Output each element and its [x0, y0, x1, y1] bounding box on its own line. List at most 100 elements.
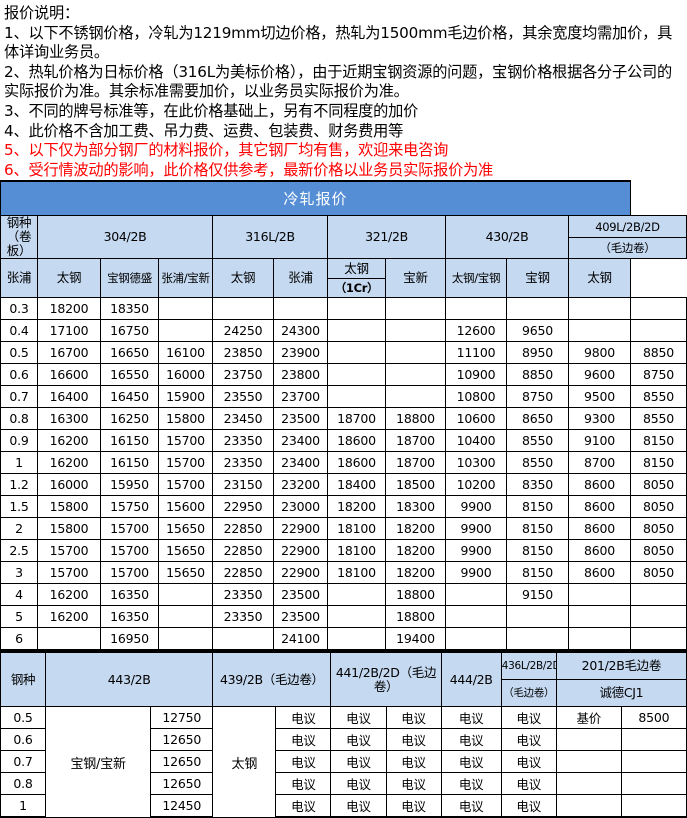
- table-row: 2 15800 15700 15650 22850 22900 18100 18200 9900…: [0, 517, 687, 541]
- price-cell: 8850: [506, 363, 569, 387]
- price-cell: 18500: [385, 473, 446, 497]
- price-cell: 12450: [150, 794, 214, 818]
- table-row: 0.7 16400 16450 15900 23550 23700 10800 8750 950…: [0, 385, 687, 409]
- price-cell: 12650: [150, 728, 214, 752]
- price-cell: 15700: [37, 539, 101, 563]
- header-gauge-label-2: 钢种: [0, 651, 47, 708]
- notes-title: 报价说明：: [4, 4, 79, 22]
- price-cell: [445, 583, 507, 607]
- price-cell: 24100: [273, 627, 328, 652]
- price-cell: [555, 728, 622, 752]
- price-cell: 15700: [100, 517, 159, 541]
- cold-mill-header-row: 张浦 太钢 宝钢德盛 张浦/宝新 太钢 张浦 太钢 （1Cr） 宝新 太钢/宝钢…: [0, 258, 687, 299]
- price-cell: 23800: [273, 363, 328, 387]
- price-cell: 9100: [567, 429, 632, 453]
- price-cell: 8700: [567, 451, 632, 475]
- price-cell: 18200: [385, 539, 446, 563]
- mill-header-304-zhangpu: 张浦: [0, 258, 38, 299]
- price-cell: 23200: [273, 473, 328, 497]
- price-cell: 23350: [212, 605, 274, 629]
- price-cell: 18100: [327, 539, 386, 563]
- price-cell: 8050: [630, 517, 687, 541]
- price-cell: 电议: [330, 728, 387, 752]
- price-cell: 18700: [385, 429, 446, 453]
- price-cell: 16100: [158, 341, 213, 365]
- gauge-cell: 0.5: [0, 341, 38, 365]
- price-cell: 16350: [100, 583, 159, 607]
- group-header-321: 321/2B: [327, 215, 446, 260]
- price-cell: 22850: [212, 539, 274, 563]
- price-cell: 16950: [100, 627, 159, 652]
- table-row: 0.3 18200 18350: [0, 297, 687, 321]
- price-cell: 23500: [273, 605, 328, 629]
- price-cell: 15900: [158, 385, 213, 409]
- mill-header-409l-baogang: 宝钢: [506, 258, 569, 299]
- price-cell: 8550: [630, 407, 687, 431]
- group-subheader-409l: （毛边卷）: [568, 236, 687, 260]
- gauge-cell: 0.8: [0, 407, 38, 431]
- cold-table-title: 冷轧报价: [0, 180, 632, 217]
- price-cell: 电议: [385, 728, 442, 752]
- gauge-cell: 0.6: [0, 363, 38, 387]
- group-header-441: 441/2B/2D（毛边卷）: [330, 651, 442, 708]
- group-header-201: 201/2B毛边卷: [555, 651, 687, 681]
- mill-header-409l-taigang: 太钢: [567, 258, 632, 299]
- price-cell: 15950: [100, 473, 159, 497]
- price-cell: 8500: [620, 706, 687, 730]
- price-cell: 电议: [385, 794, 442, 818]
- mill-header-430-baoxin: 宝新: [385, 258, 446, 299]
- price-cell: [158, 583, 213, 607]
- price-cell: 16150: [100, 451, 159, 475]
- price-cell: [158, 319, 213, 343]
- price-cell: 16400: [37, 385, 101, 409]
- price-cell: 8850: [630, 341, 687, 365]
- price-cell: [158, 297, 213, 321]
- price-cell: 23350: [212, 429, 274, 453]
- price-cell: 8050: [630, 539, 687, 563]
- price-cell: 8600: [567, 539, 632, 563]
- table-row: 4 16200 16350 23350 23500 18800 9150: [0, 583, 687, 607]
- price-cell: 22900: [273, 517, 328, 541]
- price-cell: 16200: [37, 583, 101, 607]
- table-row: 1.5 15800 15750 15600 22950 23000 18200 18300 99…: [0, 495, 687, 519]
- price-cell: 23700: [273, 385, 328, 409]
- price-cell: [273, 297, 328, 321]
- price-cell: 15700: [158, 429, 213, 453]
- price-cell: [37, 627, 101, 652]
- price-cell: [327, 319, 386, 343]
- price-cell: 8950: [506, 341, 569, 365]
- price-cell: 18700: [327, 407, 386, 431]
- price-cell: 15700: [158, 473, 213, 497]
- note-line-3: 3、不同的牌号标准等，在此价格基础上，另有不同程度的加价: [4, 101, 419, 120]
- price-cell: 电议: [385, 706, 442, 730]
- price-cell: 15700: [158, 451, 213, 475]
- price-cell: 12750: [150, 706, 214, 730]
- price-cell: 18200: [37, 297, 101, 321]
- price-cell: 8750: [630, 363, 687, 387]
- price-cell: 22850: [212, 561, 274, 585]
- price-cell: 18600: [327, 429, 386, 453]
- price-cell: [327, 297, 386, 321]
- group-subheader-436l: （毛边卷）: [500, 679, 557, 708]
- cold-rolled-price-table: 冷轧报价 钢种（卷板） 304/2B 316L/2B 321/2B 430/2B…: [0, 180, 687, 652]
- price-cell: 9650: [506, 319, 569, 343]
- price-cell: 8150: [506, 495, 569, 519]
- price-cell: 电议: [440, 728, 502, 752]
- price-cell: [327, 605, 386, 629]
- table-row: 0.8 16300 16250 15800 23450 23500 18700 18800 10…: [0, 407, 687, 431]
- price-cell: 18200: [385, 561, 446, 585]
- second-group-subheader-row: （毛边卷） 诚德CJ1: [1, 679, 687, 708]
- price-cell: 10400: [445, 429, 507, 453]
- price-cell: 电议: [330, 750, 387, 774]
- price-cell: 12600: [445, 319, 507, 343]
- price-cell: 电议: [440, 772, 502, 796]
- price-cell: 8050: [630, 495, 687, 519]
- price-cell: 22950: [212, 495, 274, 519]
- price-cell: 23550: [212, 385, 274, 409]
- mill-header-430-taigang-baogang: 太钢/宝钢: [445, 258, 507, 299]
- price-cell: 23900: [273, 341, 328, 365]
- price-cell: 10800: [445, 385, 507, 409]
- price-cell: 16000: [158, 363, 213, 387]
- price-cell: 9150: [506, 583, 569, 607]
- gauge-cell: 3: [0, 561, 38, 585]
